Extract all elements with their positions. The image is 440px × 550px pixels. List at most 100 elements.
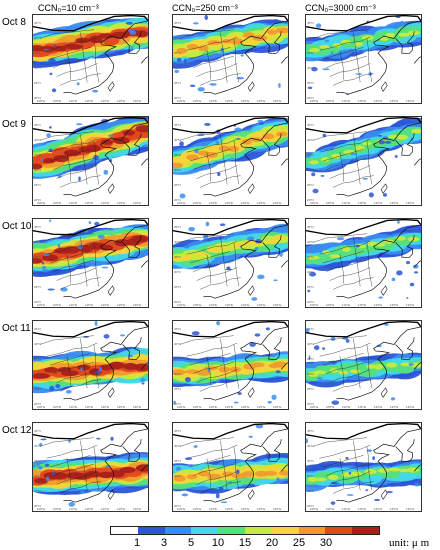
- map-svg: [173, 219, 288, 301]
- lat-tick-label: 40°N: [174, 444, 181, 448]
- lat-tick-label: 30°N: [307, 270, 314, 274]
- lat-tick-label: 25°N: [174, 285, 181, 289]
- map-svg: [173, 117, 288, 199]
- lon-tick-label: 100°E: [310, 507, 319, 511]
- lon-tick-label: 130°E: [133, 303, 142, 307]
- lon-tick-label: 115°E: [225, 303, 233, 307]
- lon-tick-label: 120°E: [374, 405, 383, 409]
- lon-tick-label: 115°E: [358, 201, 366, 205]
- lon-tick-label: 125°E: [257, 405, 266, 409]
- lon-tick-label: 120°E: [101, 405, 110, 409]
- lon-tick-label: 100°E: [177, 201, 186, 205]
- colorbar-segment: [111, 527, 138, 534]
- lat-tick-label: 45°N: [174, 429, 181, 433]
- lat-tick-label: 35°N: [307, 255, 314, 259]
- lat-tick-label: 35°N: [307, 459, 314, 463]
- lon-tick-label: 110°E: [209, 303, 217, 307]
- lon-tick-label: 125°E: [117, 201, 126, 205]
- lon-tick-label: 115°E: [225, 405, 233, 409]
- lon-tick-label: 110°E: [69, 99, 77, 103]
- lat-tick-label: 30°N: [307, 474, 314, 478]
- lon-tick-label: 115°E: [85, 99, 93, 103]
- lon-tick-label: 110°E: [69, 507, 77, 511]
- map-panel-row4-col2: 45°N 40°N 35°N 30°N 25°N 20°N 100°E 105°E 110°E 1…: [172, 320, 289, 410]
- lon-tick-label: 130°E: [133, 507, 142, 511]
- colorbar-label-30: 30: [319, 537, 333, 549]
- lon-tick-label: 110°E: [209, 99, 217, 103]
- lon-tick-label: 115°E: [225, 201, 233, 205]
- lat-tick-label: 40°N: [34, 444, 41, 448]
- lat-tick-label: 30°N: [34, 372, 41, 376]
- lon-tick-label: 130°E: [273, 507, 282, 511]
- lon-tick-label: 100°E: [310, 303, 319, 307]
- lon-tick-label: 125°E: [390, 201, 399, 205]
- lon-tick-label: 110°E: [209, 201, 217, 205]
- lat-tick-label: 30°N: [307, 372, 314, 376]
- map-panel-row5-col2: 45°N 40°N 35°N 30°N 25°N 20°N 100°E 105°E 110°E 1…: [172, 422, 289, 512]
- lon-tick-label: 110°E: [69, 405, 77, 409]
- colorbar: [110, 526, 380, 535]
- lon-tick-label: 100°E: [310, 201, 319, 205]
- lon-tick-label: 105°E: [326, 405, 335, 409]
- map-svg: [306, 117, 421, 198]
- lat-tick-label: 45°N: [174, 327, 181, 331]
- lat-tick-label: 20°N: [34, 198, 41, 202]
- lon-tick-label: 105°E: [326, 303, 335, 307]
- lat-tick-label: 30°N: [174, 474, 181, 478]
- row-label-oct9: Oct 9: [2, 119, 26, 130]
- map-svg: [33, 15, 148, 95]
- row-label-oct11: Oct 11: [2, 323, 31, 334]
- lat-tick-label: 45°N: [307, 327, 314, 331]
- lon-tick-label: 100°E: [310, 405, 319, 409]
- lon-tick-label: 110°E: [209, 405, 217, 409]
- lon-tick-label: 120°E: [241, 405, 250, 409]
- map-svg: [33, 117, 148, 197]
- lon-tick-label: 120°E: [374, 201, 383, 205]
- map-panel-row1-col1: 45°N 40°N 35°N 30°N 25°N 20°N 100°E 105°E 110°E 1…: [32, 14, 149, 104]
- lon-tick-label: 115°E: [358, 507, 366, 511]
- lon-tick-label: 100°E: [37, 99, 46, 103]
- lat-tick-label: 20°N: [34, 300, 41, 304]
- lat-tick-label: 25°N: [34, 285, 41, 289]
- lat-tick-label: 35°N: [174, 255, 181, 259]
- map-panel-row3-col1: 45°N 40°N 35°N 30°N 25°N 20°N 100°E 105°E 110°E 1…: [32, 218, 149, 308]
- lon-tick-label: 105°E: [193, 405, 202, 409]
- map-panel-row5-col3: 45°N 40°N 35°N 30°N 25°N 20°N 100°E 105°E 110°E 1…: [305, 422, 422, 512]
- lon-tick-label: 120°E: [241, 303, 250, 307]
- lat-tick-label: 35°N: [34, 51, 41, 55]
- lat-tick-label: 30°N: [34, 270, 41, 274]
- map-panel-row5-col1: 45°N 40°N 35°N 30°N 25°N 20°N 100°E 105°E 110°E 1…: [32, 422, 149, 512]
- lat-tick-label: 25°N: [174, 387, 181, 391]
- lon-tick-label: 115°E: [358, 405, 366, 409]
- lon-tick-label: 120°E: [241, 99, 250, 103]
- colorbar-label-15: 15: [238, 537, 252, 549]
- lat-tick-label: 35°N: [307, 51, 314, 55]
- lat-tick-label: 35°N: [34, 153, 41, 157]
- lat-tick-label: 30°N: [34, 66, 41, 70]
- lat-tick-label: 40°N: [307, 240, 314, 244]
- lat-tick-label: 35°N: [174, 357, 181, 361]
- lat-tick-label: 20°N: [174, 96, 181, 100]
- lat-tick-label: 25°N: [307, 489, 314, 493]
- row-label-oct12: Oct 12: [2, 425, 32, 436]
- lat-tick-label: 25°N: [307, 81, 314, 85]
- lon-tick-label: 120°E: [101, 507, 110, 511]
- lon-tick-label: 100°E: [177, 405, 186, 409]
- lon-tick-label: 110°E: [342, 405, 350, 409]
- lat-tick-label: 20°N: [307, 96, 314, 100]
- lat-tick-label: 40°N: [34, 240, 41, 244]
- map-panel-row1-col3: 45°N 40°N 35°N 30°N 25°N 20°N 100°E 105°E 110°E 1…: [305, 14, 422, 104]
- lat-tick-label: 25°N: [174, 489, 181, 493]
- lon-tick-label: 125°E: [390, 507, 399, 511]
- lon-tick-label: 110°E: [342, 99, 350, 103]
- lon-tick-label: 110°E: [69, 201, 77, 205]
- lat-tick-label: 35°N: [307, 357, 314, 361]
- lon-tick-label: 110°E: [209, 507, 217, 511]
- lon-tick-label: 115°E: [85, 303, 93, 307]
- lon-tick-label: 130°E: [133, 405, 142, 409]
- lat-tick-label: 40°N: [174, 240, 181, 244]
- lon-tick-label: 105°E: [53, 507, 62, 511]
- lat-tick-label: 25°N: [307, 183, 314, 187]
- lat-tick-label: 40°N: [307, 444, 314, 448]
- lon-tick-label: 110°E: [69, 303, 77, 307]
